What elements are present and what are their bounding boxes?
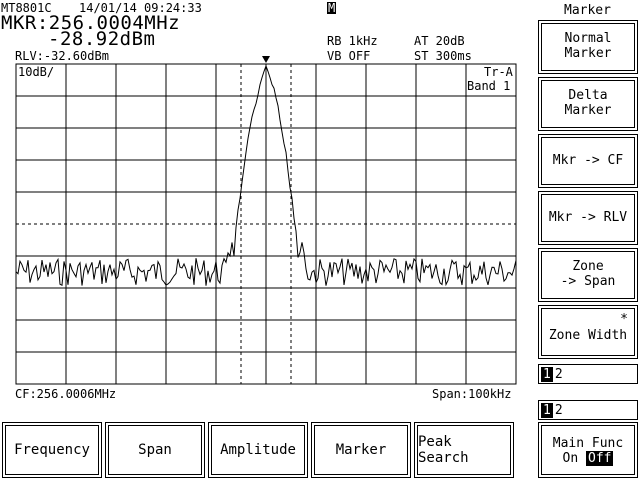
delta-marker-label-1: Delta bbox=[568, 88, 608, 104]
marker-triangle-icon bbox=[262, 56, 270, 63]
scale-label: 10dB/ bbox=[18, 65, 55, 79]
video-bandwidth-label: VB OFF bbox=[327, 49, 371, 63]
marker-flag: M bbox=[327, 1, 337, 15]
zone-width-label: Zone Width bbox=[548, 327, 628, 343]
frequency-button[interactable]: Frequency bbox=[2, 422, 102, 478]
trace-label: Tr-A bbox=[484, 65, 513, 79]
span-button[interactable]: Span bbox=[105, 422, 205, 478]
main-func-toggle: On Off bbox=[562, 451, 614, 467]
zone-to-span-label-2: -> Span bbox=[560, 274, 616, 289]
indicator-1-inactive: 2 bbox=[554, 366, 563, 382]
marker-level-readout: -28.92dBm bbox=[48, 28, 156, 50]
mkr-to-rlv-button[interactable]: Mkr -> RLV bbox=[538, 191, 638, 245]
zone-to-span-label-1: Zone bbox=[572, 259, 604, 275]
zone-width-button[interactable]: * Zone Width bbox=[538, 305, 638, 359]
attenuation-label: AT 20dB bbox=[414, 34, 465, 48]
frequency-label: Frequency bbox=[5, 425, 99, 475]
side-menu-title: Marker bbox=[564, 3, 611, 18]
indicator-1-active: 1 bbox=[541, 366, 553, 382]
zone-width-star: * bbox=[620, 312, 628, 327]
main-func-on: On bbox=[562, 451, 579, 466]
main-func-off: Off bbox=[586, 451, 614, 466]
normal-marker-button[interactable]: Normal Marker bbox=[538, 20, 638, 74]
band-label: Band 1 bbox=[467, 79, 511, 93]
main-func-label: Main Func bbox=[552, 436, 624, 452]
mkr-to-cf-label: Mkr -> CF bbox=[552, 152, 624, 168]
amplitude-label: Amplitude bbox=[211, 425, 305, 475]
indicator-2-inactive: 2 bbox=[554, 402, 563, 418]
mkr-to-cf-button[interactable]: Mkr -> CF bbox=[538, 134, 638, 188]
sweep-time-label: ST 300ms bbox=[414, 49, 472, 63]
marker-label: Marker bbox=[314, 425, 408, 475]
span-button-label: Span bbox=[108, 425, 202, 475]
delta-marker-label-2: Marker bbox=[564, 103, 612, 118]
marker-button[interactable]: Marker bbox=[311, 422, 411, 478]
peak-search-label: Peak Search bbox=[417, 425, 511, 475]
model-label: MT8801C bbox=[1, 1, 52, 15]
delta-marker-button[interactable]: Delta Marker bbox=[538, 77, 638, 131]
mkr-to-rlv-label: Mkr -> RLV bbox=[548, 209, 628, 225]
reference-level-label: RLV:-32.60dBm bbox=[15, 49, 109, 63]
zone-to-span-button[interactable]: Zone -> Span bbox=[538, 248, 638, 302]
normal-marker-label-2: Marker bbox=[564, 46, 612, 61]
spectrum-trace bbox=[15, 64, 517, 287]
main-func-button[interactable]: Main Func On Off bbox=[538, 422, 638, 478]
center-frequency-label: CF:256.0006MHz bbox=[15, 387, 117, 401]
amplitude-button[interactable]: Amplitude bbox=[208, 422, 308, 478]
marker-frequency-readout: MKR:256.0004MHz bbox=[1, 12, 181, 34]
resolution-bandwidth-label: RB 1kHz bbox=[327, 34, 378, 48]
datetime-label: 14/01/14 09:24:33 bbox=[79, 1, 202, 15]
indicator-2-active: 1 bbox=[541, 402, 553, 418]
span-label: Span:100kHz bbox=[432, 387, 512, 401]
normal-marker-label-1: Normal bbox=[564, 31, 612, 47]
peak-search-button[interactable]: Peak Search bbox=[414, 422, 514, 478]
